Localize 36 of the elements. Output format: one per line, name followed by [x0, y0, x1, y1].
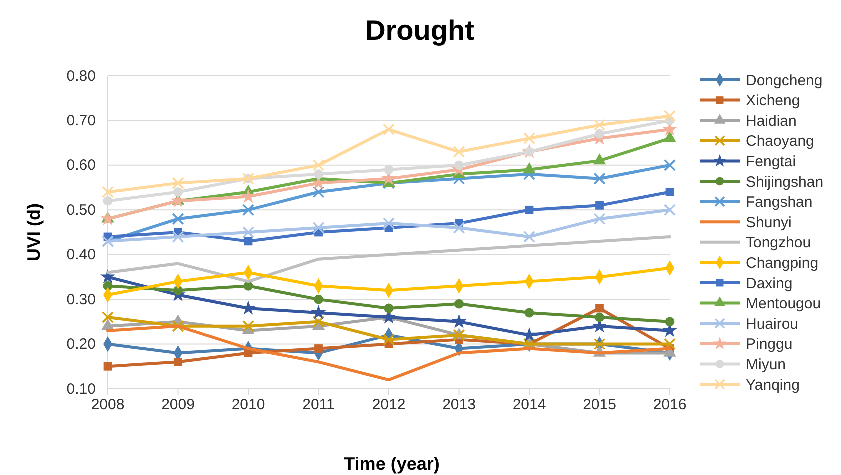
y-tick-label: 0.10 [66, 380, 96, 398]
legend-label: Shunyi [746, 214, 792, 232]
y-tick-label: 0.70 [66, 112, 96, 130]
x-tick-label: 2015 [583, 396, 616, 414]
legend-label: Fengtai [746, 153, 796, 170]
legend-label: Chaoyang [746, 133, 814, 150]
legend-label: Dongcheng [746, 72, 823, 90]
x-axis-title: Time (year) [344, 454, 440, 474]
x-tick-label: 2011 [302, 396, 335, 414]
x-tick-label: 2016 [653, 396, 687, 414]
legend-label: Mentougou [746, 296, 822, 313]
x-tick-label: 2009 [162, 396, 195, 414]
legend-label: Tongzhou [746, 234, 812, 252]
legend-label: Shijingshan [746, 174, 824, 191]
legend-label: Pinggu [746, 336, 793, 354]
legend-label: Fangshan [746, 194, 813, 212]
legend-label: Huairou [746, 316, 799, 333]
legend-label: Daxing [746, 275, 793, 292]
legend-label: Yanqing [746, 376, 800, 394]
y-tick-label: 0.50 [66, 202, 96, 219]
legend-label: Changping [746, 254, 819, 272]
x-tick-label: 2014 [512, 396, 546, 414]
legend-label: Haidian [746, 112, 797, 130]
x-tick-label: 2010 [232, 396, 266, 414]
x-tick-label: 2013 [442, 396, 476, 414]
y-tick-label: 0.30 [66, 291, 96, 308]
chart-title: Drought [366, 15, 474, 46]
legend-label: Miyun [746, 356, 786, 374]
y-tick-label: 0.80 [66, 68, 96, 85]
x-tick-label: 2008 [91, 396, 125, 414]
y-tick-label: 0.20 [66, 336, 96, 354]
y-axis-title: UVI (d) [24, 204, 44, 262]
y-tick-label: 0.40 [66, 246, 96, 264]
legend-label: Xicheng [746, 92, 800, 110]
x-tick-label: 2012 [372, 396, 406, 414]
y-tick-label: 0.60 [66, 157, 96, 174]
